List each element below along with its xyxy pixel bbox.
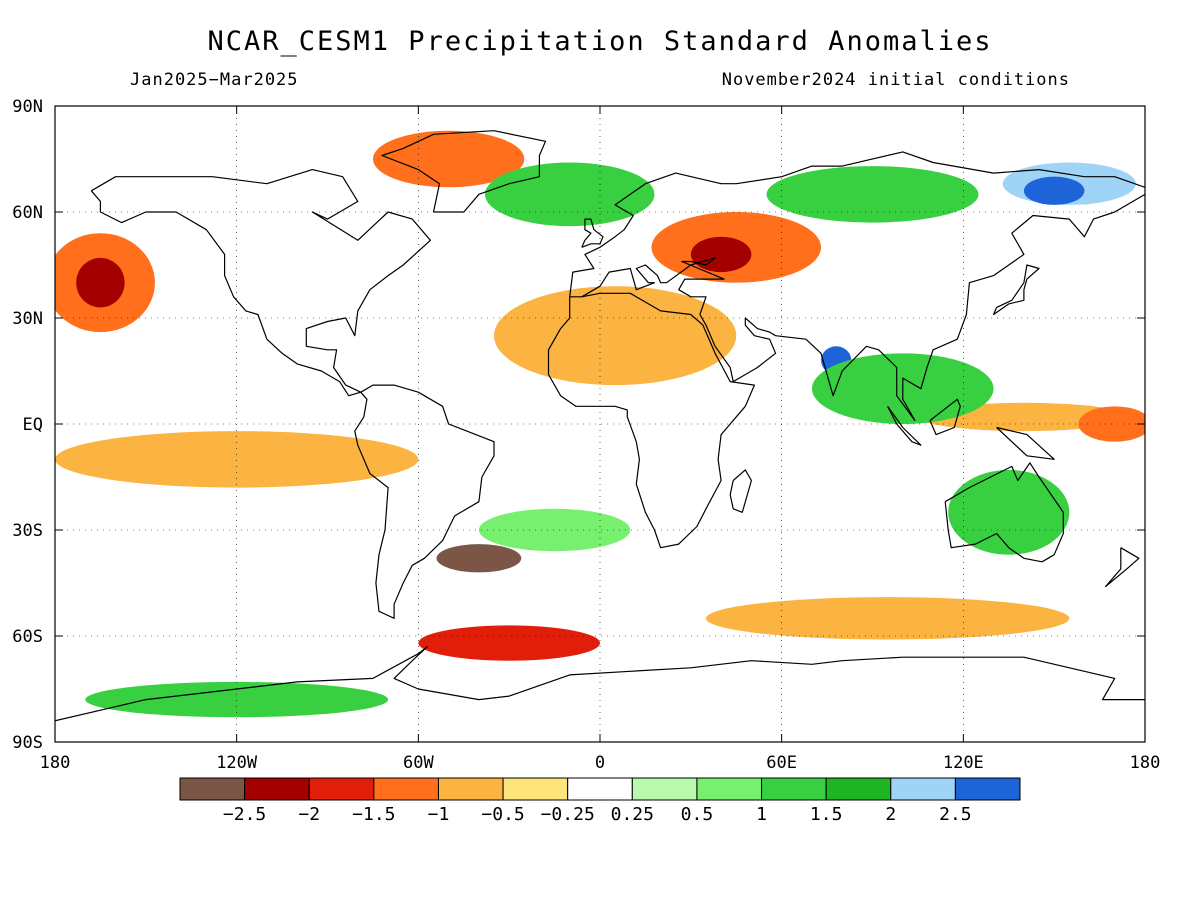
colorbar-label: −1.5 xyxy=(352,804,395,825)
colorbar-swatch xyxy=(567,777,633,801)
coastline xyxy=(1104,547,1140,588)
lon-tick-label: 60E xyxy=(766,753,797,773)
lon-tick-label: 120W xyxy=(216,753,258,773)
lon-tick-label: 180 xyxy=(1130,753,1161,773)
colorbar-label: 0.25 xyxy=(611,804,654,825)
lat-tick-label: 60N xyxy=(12,203,43,223)
coastline xyxy=(944,462,1064,563)
coastline xyxy=(581,218,604,248)
anomaly-region xyxy=(1023,176,1085,205)
colorbar-label: 1.5 xyxy=(810,804,843,825)
colorbar-label: 2.5 xyxy=(939,804,972,825)
anomaly-region xyxy=(948,469,1070,555)
lon-tick-label: 60W xyxy=(403,753,434,773)
map-plot-area xyxy=(55,106,1145,742)
anomaly-region xyxy=(478,508,631,552)
coastline xyxy=(55,645,1145,722)
anomaly-region xyxy=(484,162,655,227)
lon-tick-label: 120E xyxy=(943,753,984,773)
colorbar-label: −2 xyxy=(298,804,320,825)
colorbar: −2.5 −2 −1.5 −1 −0.5 −0.25 0.25 0.5 1 1.5 2 2.5 xyxy=(179,777,1021,825)
forecast-period: Jan2025−Mar2025 xyxy=(130,70,299,90)
colorbar-swatch xyxy=(761,777,827,801)
coastline xyxy=(569,151,1145,297)
colorbar-label: −0.5 xyxy=(481,804,524,825)
colorbar-swatch xyxy=(954,777,1021,801)
coastline xyxy=(992,264,1040,316)
coastline xyxy=(547,292,756,549)
coastline xyxy=(929,398,961,436)
lat-tick-label: 60S xyxy=(12,627,43,647)
colorbar-swatch xyxy=(244,777,310,801)
lat-tick-label: 90N xyxy=(12,97,43,117)
colorbar-swatch xyxy=(502,777,569,801)
anomaly-region xyxy=(85,681,389,718)
colorbar-swatch xyxy=(825,777,892,801)
colorbar-swatch xyxy=(890,777,956,801)
colorbar-swatch xyxy=(373,777,439,801)
anomaly-region xyxy=(76,257,125,308)
colorbar-swatch xyxy=(631,777,698,801)
lon-tick-label: 0 xyxy=(595,753,605,773)
colorbar-swatch xyxy=(696,777,763,801)
colorbar-label: −0.25 xyxy=(541,804,595,825)
lat-tick-label: EQ xyxy=(23,415,43,435)
lon-tick-label: 180 xyxy=(40,753,71,773)
coastline xyxy=(354,384,495,619)
coastline xyxy=(887,405,922,446)
colorbar-label: −2.5 xyxy=(223,804,266,825)
anomaly-region xyxy=(494,286,737,386)
anomaly-region xyxy=(705,597,1070,640)
anomaly-region xyxy=(55,431,419,488)
colorbar-swatch xyxy=(179,777,246,801)
colorbar-swatch xyxy=(308,777,375,801)
coastline xyxy=(996,426,1055,460)
lat-tick-label: 90S xyxy=(12,733,43,753)
anomaly-region xyxy=(418,625,600,661)
chart-title: NCAR_CESM1 Precipitation Standard Anomal… xyxy=(207,26,993,57)
anomaly-region xyxy=(690,236,752,273)
colorbar-swatch xyxy=(437,777,504,801)
anomaly-region xyxy=(436,544,522,573)
lat-tick-label: 30S xyxy=(12,521,43,541)
colorbar-label: 0.5 xyxy=(681,804,714,825)
colorbar-label: −1 xyxy=(428,804,450,825)
colorbar-label: 1 xyxy=(756,804,767,825)
lat-tick-label: 30N xyxy=(12,309,43,329)
colorbar-label: 2 xyxy=(885,804,896,825)
initial-conditions: November2024 initial conditions xyxy=(721,70,1070,90)
coastline xyxy=(90,169,431,397)
anomaly-region xyxy=(766,166,979,223)
coastline xyxy=(729,469,753,513)
coastline xyxy=(381,130,547,213)
